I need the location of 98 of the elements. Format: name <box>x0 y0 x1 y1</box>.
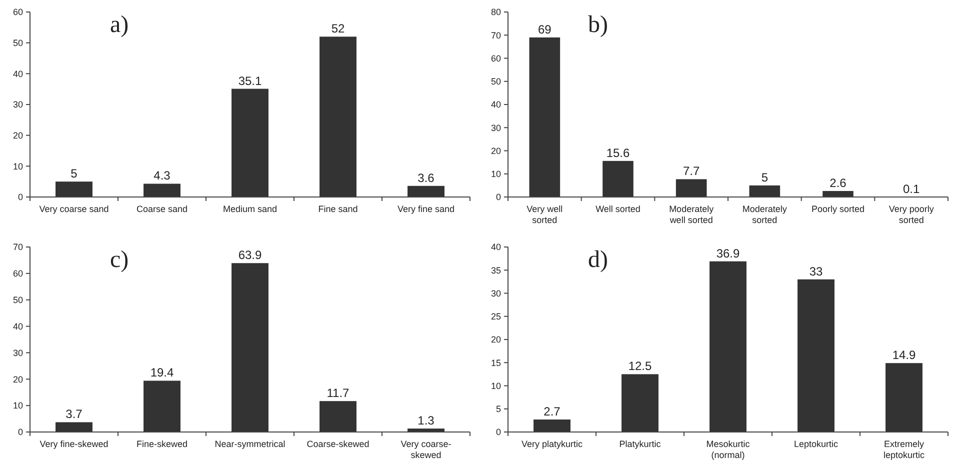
bar <box>710 261 746 432</box>
bar <box>534 420 570 432</box>
x-tick-label: Very fine sand <box>397 204 455 214</box>
data-label: 14.9 <box>892 348 916 362</box>
y-tick-label: 40 <box>12 68 23 79</box>
x-tick-label: Near-symmetrical <box>214 439 286 449</box>
bar <box>232 88 268 197</box>
bar <box>144 380 180 432</box>
y-tick-label: 10 <box>12 161 23 172</box>
y-tick-label: 0 <box>496 192 501 202</box>
bar <box>320 36 356 197</box>
y-tick-label: 35 <box>490 265 501 276</box>
data-label: 19.4 <box>150 366 174 380</box>
data-label: 2.7 <box>544 404 561 419</box>
bar <box>676 179 707 197</box>
y-tick-label: 40 <box>12 321 23 332</box>
y-tick-label: 40 <box>490 100 501 110</box>
chart-title: c) <box>110 247 129 273</box>
x-tick-label: Very well sorted <box>526 204 563 225</box>
bar <box>749 185 780 197</box>
x-tick-label: Fine sand <box>318 204 358 214</box>
data-label: 4.3 <box>154 168 171 183</box>
data-label: 5 <box>761 170 768 184</box>
x-tick-label: Moderately sorted <box>742 204 788 225</box>
data-label: 12.5 <box>628 359 652 374</box>
y-tick-label: 20 <box>490 146 501 156</box>
x-tick-label: Medium sand <box>222 204 278 214</box>
x-tick-label: Poorly sorted <box>811 204 865 214</box>
x-tick-label: Mesokurtic (normal) <box>706 439 750 460</box>
data-label: 3.6 <box>418 170 435 185</box>
y-tick-label: 50 <box>12 38 23 48</box>
chart-title: a) <box>110 12 129 38</box>
x-tick-label: Moderately well sorted <box>668 204 714 225</box>
y-tick-label: 10 <box>12 400 23 411</box>
y-tick-label: 30 <box>490 122 501 133</box>
x-tick-label: Fine-skewed <box>136 439 188 449</box>
y-tick-label: 30 <box>12 348 23 358</box>
x-tick-label: Well sorted <box>596 204 640 214</box>
y-tick-label: 20 <box>12 374 23 384</box>
y-tick-label: 70 <box>490 30 501 40</box>
data-label: 69 <box>538 22 552 36</box>
y-tick-label: 15 <box>490 358 501 368</box>
chart-title: d) <box>588 247 608 273</box>
x-tick-label: Very fine-skewed <box>40 439 108 449</box>
y-tick-label: 60 <box>12 7 23 18</box>
data-label: 0.1 <box>902 182 920 196</box>
y-tick-label: 0 <box>18 192 23 202</box>
y-tick-label: 50 <box>490 76 501 87</box>
y-tick-label: 20 <box>12 130 23 140</box>
y-tick-label: 40 <box>490 242 501 252</box>
bar <box>602 160 634 197</box>
bar <box>798 279 834 432</box>
y-tick-label: 0 <box>18 427 23 438</box>
y-tick-label: 80 <box>490 7 501 18</box>
x-tick-label: Leptokurtic <box>794 439 839 449</box>
data-label: 33 <box>809 264 823 278</box>
data-label: 52 <box>331 22 345 36</box>
x-tick-label: Very coarse-skewed <box>400 439 452 460</box>
y-tick-label: 5 <box>496 404 501 414</box>
data-label: 15.6 <box>606 146 630 160</box>
data-label: 7.7 <box>682 164 700 178</box>
data-label: 11.7 <box>326 386 350 400</box>
bar <box>56 182 92 197</box>
data-label: 1.3 <box>418 414 435 428</box>
data-label: 36.9 <box>716 246 740 260</box>
x-tick-label: Platykurtic <box>619 439 662 449</box>
y-tick-label: 60 <box>490 53 501 64</box>
bar <box>886 363 922 432</box>
x-tick-label: Very coarse sand <box>39 204 109 214</box>
bar <box>144 184 180 197</box>
x-tick-label: Coarse-skewed <box>306 439 370 449</box>
x-tick-label: Very poorly sorted <box>888 204 934 225</box>
y-tick-label: 70 <box>12 242 23 252</box>
bar <box>408 186 444 197</box>
y-tick-label: 30 <box>12 100 23 110</box>
bar <box>320 401 356 432</box>
bar <box>622 374 658 432</box>
x-tick-label: Extremely leptokurtic <box>883 439 926 460</box>
data-label: 35.1 <box>238 74 262 88</box>
bar <box>529 37 560 197</box>
bar <box>232 263 268 432</box>
data-label: 3.7 <box>66 407 83 422</box>
x-tick-label: Coarse sand <box>136 204 188 214</box>
y-tick-label: 50 <box>12 295 23 306</box>
x-tick-label: Very platykurtic <box>521 439 584 449</box>
chart-title: b) <box>588 12 608 38</box>
y-tick-label: 0 <box>496 427 501 438</box>
y-tick-label: 60 <box>12 268 23 279</box>
bar <box>56 422 92 432</box>
y-tick-label: 20 <box>490 334 501 345</box>
data-label: 2.6 <box>830 176 847 190</box>
y-tick-label: 10 <box>490 169 501 180</box>
data-label: 5 <box>70 166 78 181</box>
y-tick-label: 30 <box>490 288 501 298</box>
y-tick-label: 25 <box>490 312 501 322</box>
data-label: 63.9 <box>238 248 262 262</box>
bar <box>822 190 854 197</box>
y-tick-label: 10 <box>490 380 501 391</box>
